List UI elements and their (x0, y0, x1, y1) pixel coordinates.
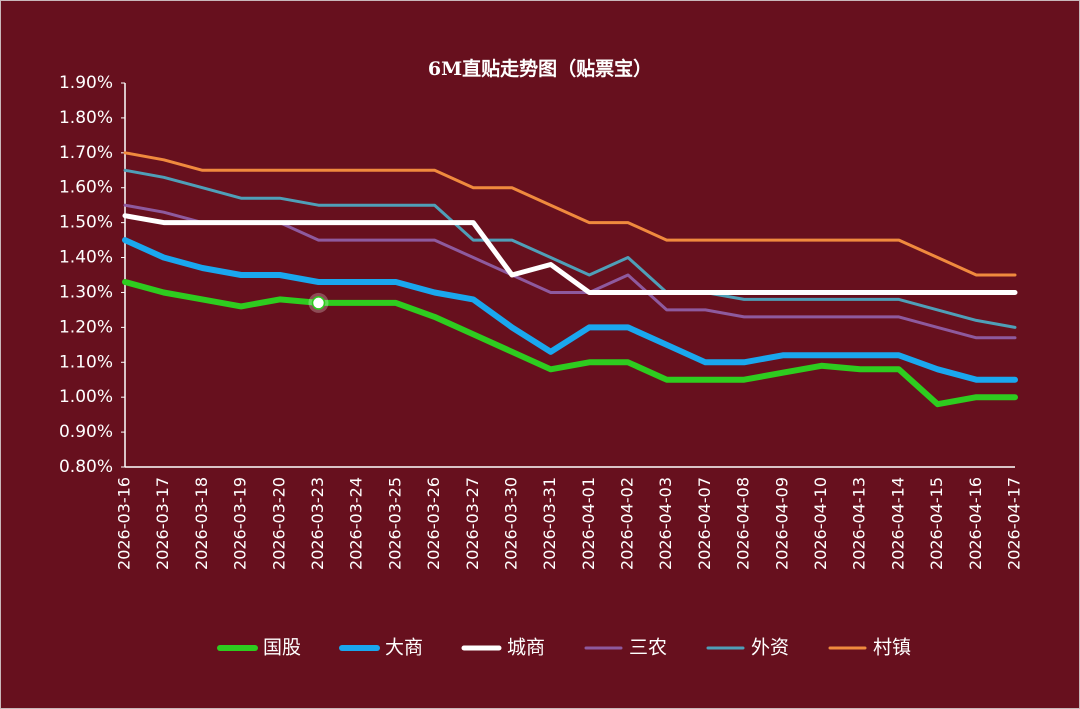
line-series (123, 168, 1017, 329)
x-tick-label: 2026-04-15 (927, 477, 946, 570)
line-series (122, 213, 1018, 295)
legend-label: 外资 (751, 637, 789, 659)
highlight-point (311, 296, 326, 310)
y-tick-label: 1.40% (59, 248, 113, 268)
y-tick-label: 0.80% (59, 457, 113, 477)
x-tick-label: 2026-04-08 (734, 477, 753, 570)
x-tick-label: 2026-04-13 (850, 477, 869, 570)
y-tick-label: 1.20% (59, 317, 113, 337)
x-tick-label: 2026-04-01 (579, 477, 598, 570)
x-tick-label: 2026-03-16 (115, 477, 134, 570)
x-tick-label: 2026-03-30 (501, 477, 520, 570)
chart-title: 6M直贴走势图（贴票宝） (428, 57, 652, 80)
x-tick-label: 2026-04-17 (1005, 477, 1024, 570)
x-tick-label: 2026-03-25 (385, 477, 404, 570)
x-tick-label: 2026-03-31 (540, 477, 559, 570)
y-tick-label: 1.80% (59, 108, 113, 128)
y-tick-label: 1.50% (59, 213, 113, 233)
legend-label: 城商 (507, 637, 545, 659)
x-tick-label: 2026-03-17 (153, 477, 172, 570)
y-tick-label: 1.60% (59, 178, 113, 198)
x-tick-label: 2026-04-02 (618, 477, 637, 570)
legend-label: 三农 (629, 637, 667, 659)
x-tick-label: 2026-04-03 (656, 477, 675, 570)
x-tick-label: 2026-04-09 (772, 477, 791, 570)
legend-label: 村镇 (873, 637, 911, 659)
y-tick-label: 1.00% (59, 387, 113, 407)
line-series (123, 151, 1017, 277)
x-tick-label: 2026-03-19 (231, 477, 250, 570)
x-tick-label: 2026-03-27 (463, 477, 482, 570)
x-tick-label: 2026-03-23 (308, 477, 327, 570)
line-series (122, 237, 1018, 383)
y-tick-label: 1.10% (59, 352, 113, 372)
legend-label: 国股 (263, 637, 301, 659)
x-tick-label: 2026-04-07 (695, 477, 714, 570)
x-tick-label: 2026-03-24 (347, 477, 366, 570)
x-tick-label: 2026-03-18 (192, 477, 211, 570)
y-tick-label: 0.90% (59, 422, 113, 442)
y-tick-label: 1.70% (59, 143, 113, 163)
legend-label: 大商 (385, 637, 423, 659)
line-series (122, 279, 1018, 408)
x-tick-label: 2026-04-16 (966, 477, 985, 570)
x-tick-label: 2026-03-20 (269, 477, 288, 570)
x-tick-label: 2026-04-10 (811, 477, 830, 570)
y-tick-label: 1.30% (59, 282, 113, 302)
x-tick-label: 2026-04-14 (888, 477, 907, 570)
y-tick-label: 1.90% (59, 73, 113, 93)
x-tick-label: 2026-03-26 (424, 477, 443, 570)
